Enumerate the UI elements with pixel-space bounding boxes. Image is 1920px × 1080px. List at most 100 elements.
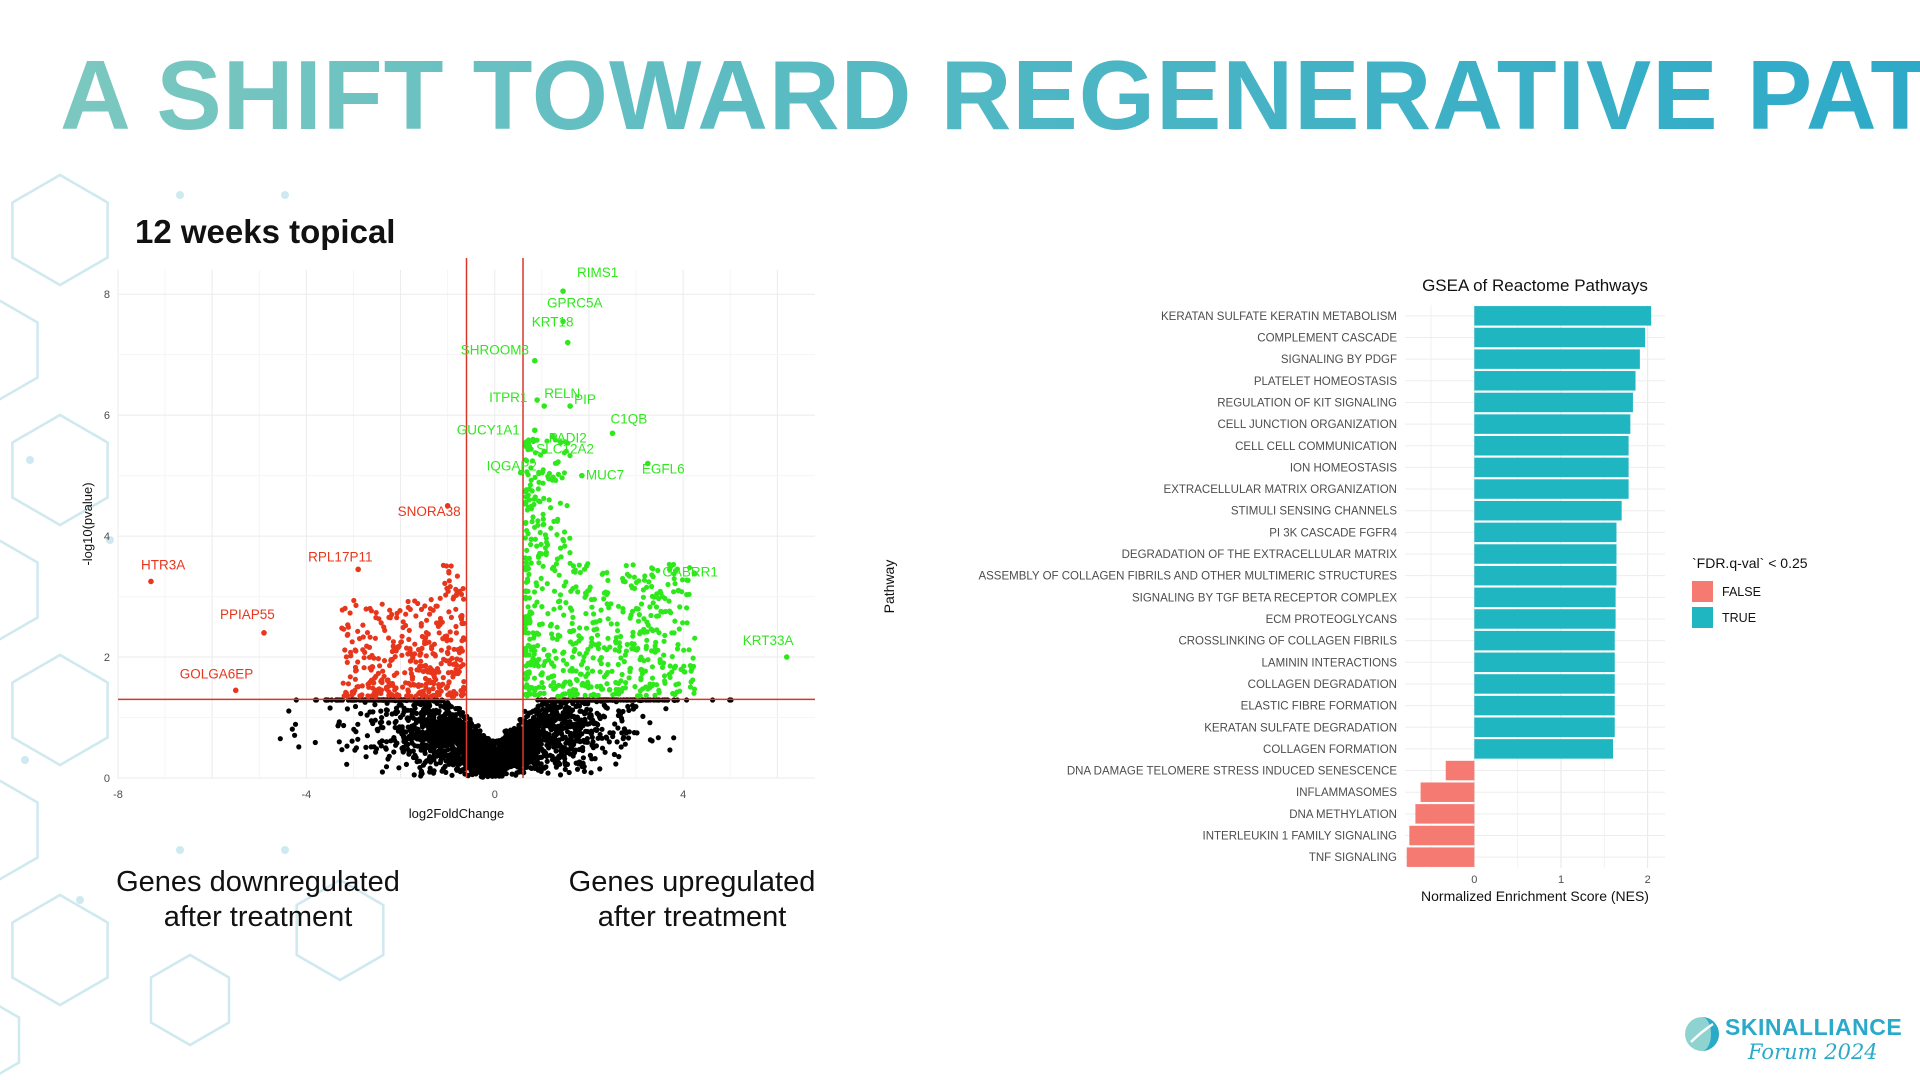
gene-point (352, 676, 358, 682)
gene-point (508, 739, 514, 745)
gene-point (368, 718, 374, 724)
gene-point (522, 650, 529, 657)
gene-point (386, 635, 392, 641)
gene-point (452, 712, 458, 718)
gene-point (536, 656, 542, 662)
gene-point (425, 708, 431, 714)
gene-point (453, 717, 460, 723)
gene-point (621, 726, 628, 732)
gene-point (609, 668, 615, 674)
gene-point (574, 691, 580, 697)
gene-point (578, 635, 584, 641)
gene-point (596, 641, 602, 647)
gene-point (649, 583, 655, 590)
gene-point (363, 606, 369, 612)
gene-point (526, 571, 532, 577)
gene-point (545, 542, 551, 548)
gene-point (551, 588, 558, 594)
gene-point (404, 645, 410, 651)
gene-point (425, 716, 431, 722)
gene-point (547, 752, 553, 758)
gene-point (561, 715, 567, 721)
gene-point (424, 720, 430, 726)
gene-point (677, 604, 683, 610)
gene-point (576, 759, 582, 765)
gene-point (525, 588, 531, 594)
gene-point (535, 643, 541, 649)
gene-point (449, 772, 455, 778)
gene-point (554, 532, 560, 538)
gene-point (605, 577, 611, 583)
gene-point (667, 747, 673, 753)
gsea-category-label: INTERLEUKIN 1 FAMILY SIGNALING (1203, 831, 1398, 843)
gene-point (525, 729, 532, 735)
gene-point (532, 657, 538, 663)
gene-point (441, 737, 447, 743)
gene-point (424, 667, 430, 673)
gene-point (555, 632, 561, 638)
gene-point (409, 712, 415, 718)
gene-point (489, 749, 495, 755)
gene-point (641, 616, 647, 622)
gene-point (552, 460, 558, 466)
gene-point (345, 681, 351, 687)
gene-point (366, 654, 373, 660)
gene-point (534, 583, 540, 589)
gene-point (663, 608, 669, 615)
gene-point (567, 628, 573, 634)
gene-point (393, 718, 399, 724)
gene-point (433, 734, 439, 740)
gene-point (277, 736, 283, 742)
gene-point (431, 715, 437, 721)
gene-point (595, 645, 602, 652)
gene-point (383, 745, 389, 751)
gene-point (448, 563, 454, 569)
gene-point (440, 675, 446, 681)
gene-point (378, 620, 384, 626)
gene-point (438, 661, 444, 667)
gene-point (549, 740, 556, 746)
gene-point (608, 601, 614, 607)
gene-point (659, 664, 666, 670)
gene-point (418, 650, 424, 656)
gene-point (643, 692, 649, 698)
gene-point (444, 563, 450, 569)
gene-point (563, 724, 569, 731)
gene-point (403, 680, 409, 686)
gene-point (605, 635, 611, 641)
gene-point (436, 684, 442, 690)
gene-point (549, 661, 555, 667)
gene-label-itpr1: ITPR1 (489, 390, 527, 405)
gene-point (380, 668, 386, 674)
gene-point (610, 730, 616, 736)
gene-point (392, 687, 398, 693)
gene-point (656, 630, 662, 636)
gene-point (423, 662, 429, 669)
gene-point (410, 674, 416, 680)
hexagon-shape-1 (0, 299, 39, 401)
gene-point (551, 606, 557, 612)
gene-point (484, 759, 491, 765)
gene-point (381, 658, 388, 664)
gene-point (356, 636, 363, 642)
gene-point (529, 488, 535, 494)
gene-point (433, 761, 439, 767)
gsea-legend-label-false: FALSE (1722, 585, 1761, 599)
gene-point (630, 629, 636, 635)
gene-point (426, 735, 432, 741)
gene-point (492, 754, 498, 761)
gene-point (412, 598, 418, 604)
gene-point (444, 683, 451, 690)
gene-point (553, 730, 559, 736)
slide-title: A SHIFT TOWARD REGENERATIVE PATH (60, 41, 1920, 150)
gene-point (417, 765, 423, 771)
gene-point (289, 726, 295, 732)
gene-point (442, 633, 448, 640)
gene-point (651, 594, 657, 600)
gene-point (413, 659, 419, 665)
gene-point (379, 687, 385, 693)
callout-downregulated-line-1: Genes downregulated (116, 866, 400, 898)
gene-point (567, 453, 573, 459)
gene-point (630, 645, 637, 651)
gene-point (678, 666, 684, 672)
